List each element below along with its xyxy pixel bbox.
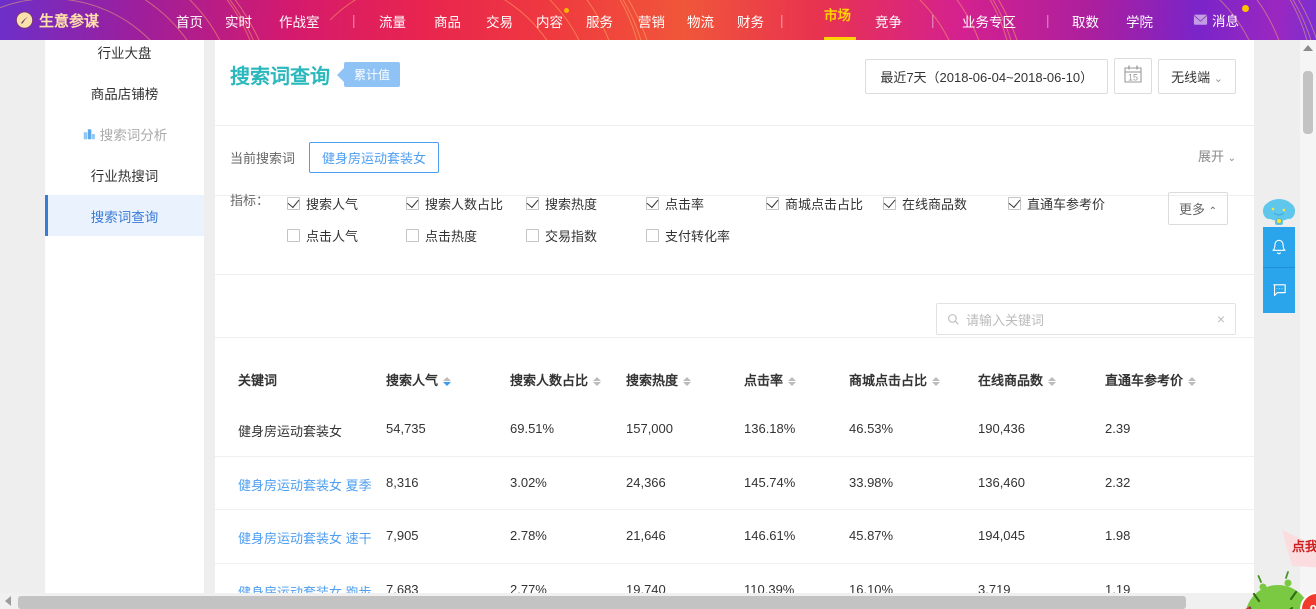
svg-text:15: 15 — [1128, 73, 1138, 83]
svg-text:点我加速: 点我加速 — [1292, 539, 1316, 554]
